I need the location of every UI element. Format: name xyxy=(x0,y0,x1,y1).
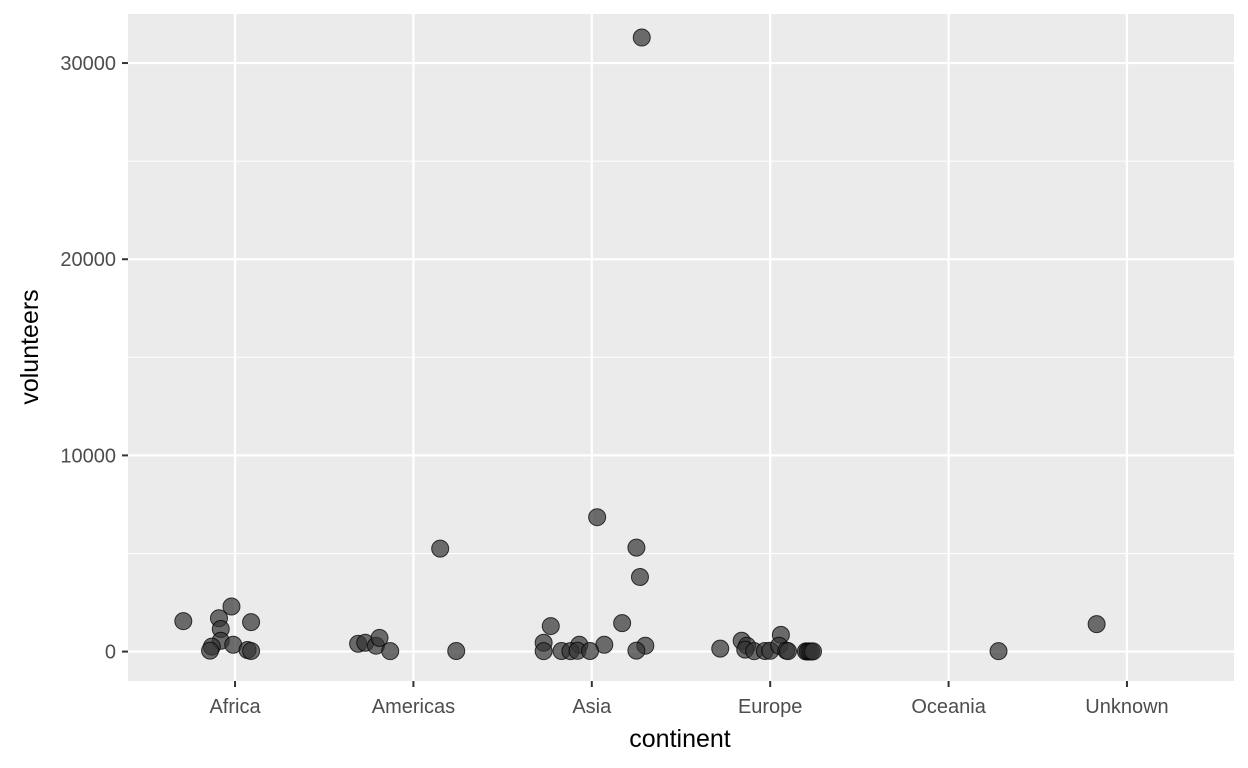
data-point xyxy=(627,641,646,660)
data-point xyxy=(804,642,823,661)
x-tick-label: Oceania xyxy=(911,696,986,718)
data-point xyxy=(989,642,1008,661)
data-point xyxy=(1087,615,1106,634)
data-point xyxy=(242,613,261,632)
data-point xyxy=(541,617,560,636)
x-tick-label: Unknown xyxy=(1085,696,1168,718)
data-point xyxy=(588,508,607,527)
data-point xyxy=(711,639,730,658)
data-point xyxy=(630,568,649,587)
y-tick-label: 30000 xyxy=(60,53,116,75)
data-point xyxy=(779,642,798,661)
data-point xyxy=(447,641,466,660)
data-points xyxy=(174,28,1106,661)
data-point xyxy=(370,628,389,647)
y-axis-title: volunteers xyxy=(16,289,44,404)
y-tick-label: 10000 xyxy=(60,445,116,467)
data-point xyxy=(581,641,600,660)
data-point xyxy=(242,641,261,660)
data-point xyxy=(431,539,450,558)
x-tick-label: Africa xyxy=(209,696,261,718)
x-tick-label: Americas xyxy=(372,696,455,718)
data-point xyxy=(381,642,400,661)
data-point xyxy=(613,614,632,633)
y-axis-ticks: 0 10000 20000 30000 xyxy=(60,53,128,664)
data-point xyxy=(534,642,553,661)
x-axis-title: continent xyxy=(629,725,731,753)
y-tick-label: 20000 xyxy=(60,249,116,271)
x-tick-label: Asia xyxy=(572,696,612,718)
y-tick-label: 0 xyxy=(105,642,116,664)
major-gridlines xyxy=(128,14,1234,681)
plot-panel xyxy=(128,14,1234,681)
data-point xyxy=(222,597,241,616)
x-axis-ticks: Africa Americas Asia Europe Oceania Unknown xyxy=(209,681,1169,718)
data-point xyxy=(201,641,220,660)
x-tick-label: Europe xyxy=(738,696,803,718)
data-point xyxy=(632,28,651,47)
data-point xyxy=(627,538,646,557)
minor-gridlines xyxy=(128,160,1234,554)
data-point xyxy=(174,612,193,631)
